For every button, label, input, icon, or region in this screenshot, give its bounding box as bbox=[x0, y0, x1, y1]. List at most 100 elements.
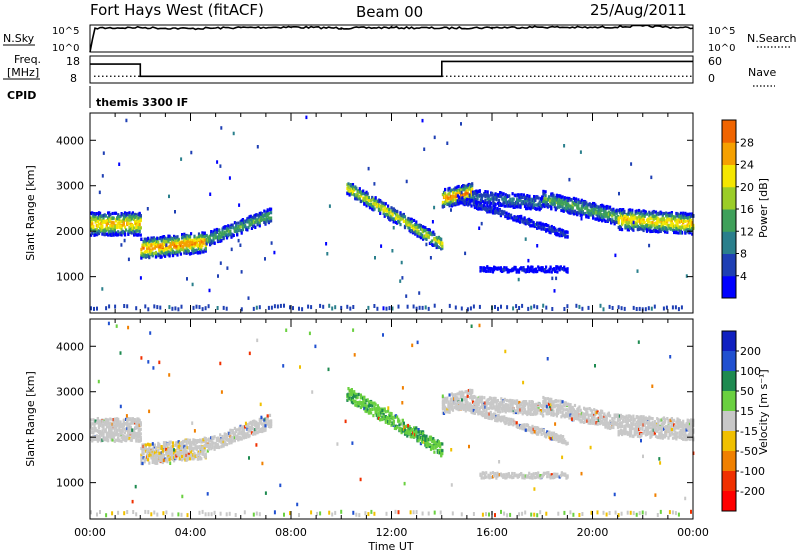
scatter-cell bbox=[581, 204, 584, 208]
colorbar-tick-label: 4 bbox=[740, 270, 747, 283]
scatter-cell bbox=[97, 222, 101, 226]
ground-scatter-cell bbox=[433, 303, 436, 308]
scatter-cell bbox=[549, 199, 552, 203]
scatter-cell bbox=[503, 200, 506, 204]
scatter-cell bbox=[502, 192, 505, 196]
scatter-cell bbox=[660, 220, 663, 224]
scatter-cell bbox=[200, 245, 203, 249]
ground-scatter-cell bbox=[512, 306, 515, 311]
scatter-cell bbox=[104, 437, 107, 441]
ground-scatter-cell bbox=[406, 304, 409, 309]
scatter-cell bbox=[552, 197, 555, 201]
noise-cell bbox=[614, 253, 617, 258]
scatter-cell bbox=[368, 206, 372, 210]
scatter-cell bbox=[422, 235, 425, 239]
scatter-cell bbox=[225, 226, 229, 230]
scatter-cell bbox=[448, 203, 451, 207]
scatter-cell bbox=[147, 254, 150, 259]
scatter-cell bbox=[97, 231, 101, 236]
scatter-cell bbox=[355, 187, 358, 191]
scatter-cell bbox=[519, 198, 522, 202]
scatter-cell bbox=[147, 450, 150, 454]
scatter-cell bbox=[126, 418, 129, 422]
scatter-cell bbox=[113, 439, 116, 443]
scatter-cell bbox=[508, 268, 511, 272]
scatter-cell bbox=[263, 421, 266, 425]
scatter-cell bbox=[161, 446, 164, 450]
scatter-cell bbox=[433, 232, 436, 236]
scatter-cell bbox=[381, 202, 384, 206]
scatter-cell bbox=[94, 437, 97, 441]
scatter-cell bbox=[670, 219, 673, 223]
scatter-cell bbox=[528, 217, 531, 221]
scatter-cell bbox=[442, 403, 446, 407]
scatter-cell bbox=[143, 253, 146, 257]
scatter-cell bbox=[209, 443, 212, 447]
scatter-cell bbox=[354, 400, 357, 404]
scatter-cell bbox=[92, 434, 95, 438]
scatter-cell bbox=[215, 227, 218, 232]
ground-scatter-cell bbox=[207, 304, 210, 309]
scatter-cell bbox=[266, 416, 269, 420]
scatter-cell bbox=[422, 225, 425, 229]
scatter-cell bbox=[109, 233, 112, 237]
noise-cell bbox=[264, 257, 266, 261]
scatter-cell bbox=[165, 247, 168, 251]
noise-cell bbox=[551, 276, 554, 281]
scatter-cell bbox=[400, 427, 403, 431]
scatter-cell bbox=[387, 409, 390, 413]
scatter-cell bbox=[464, 201, 467, 205]
scatter-cell bbox=[254, 225, 257, 229]
scatter-cell bbox=[523, 217, 526, 221]
scatter-cell bbox=[661, 218, 664, 222]
freq-label: Freq. bbox=[14, 53, 41, 66]
scatter-cell bbox=[130, 435, 133, 439]
scatter-cell bbox=[184, 458, 187, 462]
noise-cell bbox=[630, 162, 633, 166]
scatter-cell bbox=[153, 246, 156, 250]
scatter-cell bbox=[616, 209, 620, 213]
scatter-cell bbox=[102, 216, 105, 220]
scatter-cell bbox=[170, 455, 173, 459]
scatter-cell bbox=[152, 449, 155, 453]
scatter-cell bbox=[656, 212, 659, 216]
scatter-cell bbox=[181, 233, 184, 237]
scatter-cell bbox=[99, 436, 102, 440]
scatter-cell bbox=[131, 211, 134, 215]
scatter-cell bbox=[531, 224, 534, 228]
scatter-cell bbox=[639, 211, 642, 215]
scatter-cell bbox=[125, 215, 128, 219]
scatter-cell bbox=[120, 435, 123, 439]
scatter-cell bbox=[374, 411, 377, 415]
scatter-cell bbox=[639, 220, 642, 224]
ground-scatter-cell bbox=[542, 303, 545, 308]
scatter-cell bbox=[353, 390, 356, 394]
ground-scatter-cell bbox=[623, 306, 626, 311]
scatter-cell bbox=[348, 388, 351, 393]
ground-scatter-cell bbox=[415, 306, 418, 311]
scatter-cell bbox=[125, 427, 128, 431]
scatter-cell bbox=[647, 224, 650, 228]
scatter-cell bbox=[563, 230, 566, 234]
scatter-cell bbox=[254, 421, 257, 425]
scatter-cell bbox=[531, 204, 534, 208]
scatter-cell bbox=[425, 231, 428, 235]
scatter-cell bbox=[567, 206, 570, 211]
scatter-cell bbox=[587, 215, 590, 219]
scatter-cell bbox=[366, 197, 369, 201]
scatter-cell bbox=[147, 448, 150, 452]
scatter-cell bbox=[248, 421, 251, 425]
scatter-cell bbox=[599, 205, 603, 209]
scatter-cell bbox=[512, 218, 515, 222]
scatter-cell bbox=[143, 457, 146, 461]
scatter-cell bbox=[476, 196, 479, 200]
scatter-cell bbox=[150, 237, 153, 241]
scatter-cell bbox=[451, 194, 455, 198]
scatter-cell bbox=[539, 206, 542, 210]
ground-scatter-cell bbox=[222, 305, 225, 310]
scatter-cell bbox=[228, 232, 231, 236]
scatter-cell bbox=[117, 216, 120, 221]
scatter-cell bbox=[401, 419, 404, 423]
scatter-cell bbox=[105, 225, 108, 229]
